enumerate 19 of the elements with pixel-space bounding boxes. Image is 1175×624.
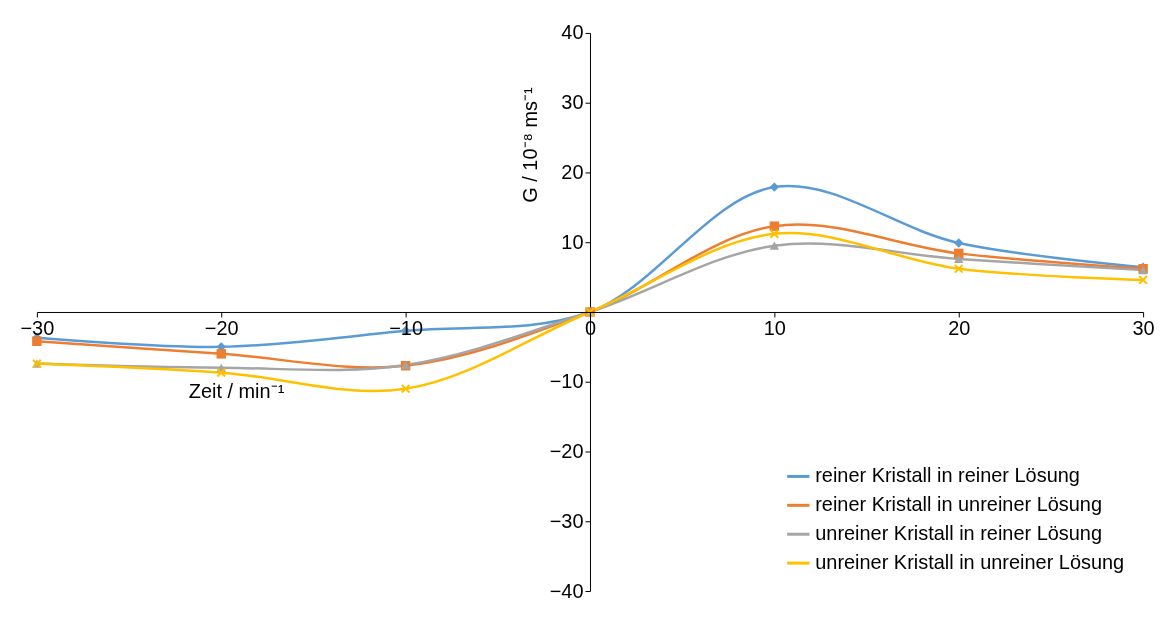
legend-label: reiner Kristall in reiner Lösung: [815, 464, 1080, 487]
y-tick-label: 20: [561, 160, 584, 183]
y-tick-label: −20: [549, 439, 584, 462]
x-tick-label: 30: [1132, 317, 1155, 340]
y-tick-label: −10: [549, 370, 584, 393]
y-tick-label: 10: [561, 230, 584, 253]
x-tick-label: −20: [204, 317, 239, 340]
legend-label: unreiner Kristall in reiner Lösung: [815, 522, 1103, 545]
x-axis-title: Zeit / min⁻¹: [188, 380, 285, 403]
x-tick-label: −30: [20, 317, 55, 340]
y-tick-label: 30: [561, 91, 584, 114]
y-tick-label: −30: [549, 509, 584, 532]
y-tick-label: −40: [549, 579, 584, 602]
y-tick-label: 40: [561, 21, 584, 44]
legend-label: unreiner Kristall in unreiner Lösung: [815, 551, 1125, 574]
x-tick-label: 10: [763, 317, 786, 340]
y-axis-title: G / 10⁻⁸ ms⁻¹: [518, 86, 541, 203]
x-tick-label: 20: [948, 317, 971, 340]
legend-label: reiner Kristall in unreiner Lösung: [815, 493, 1103, 516]
